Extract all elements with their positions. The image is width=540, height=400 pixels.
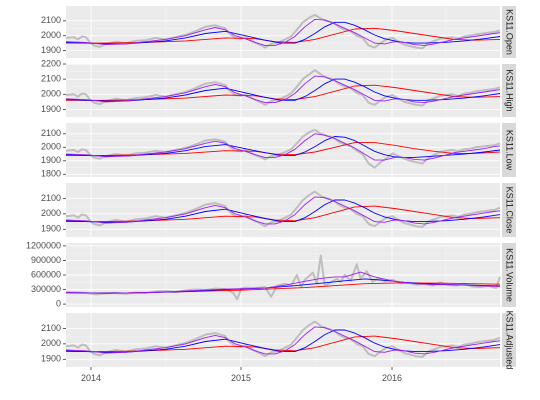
- facet-panel: 0 300000 600000 900000 1200000 KS11.Volume: [26, 240, 516, 308]
- ma-short-line: [65, 326, 501, 355]
- ma-mid-line: [65, 199, 501, 223]
- price-line: [65, 128, 501, 169]
- y-tick-label: 2000: [41, 208, 61, 218]
- panel-background: [66, 64, 500, 117]
- y-tick-label: 300000: [31, 284, 61, 294]
- ma-mid-line: [65, 136, 501, 158]
- y-tick-label: 1800: [41, 169, 61, 179]
- y-tick-label: 1900: [41, 104, 61, 114]
- facet-strip-label: KS11.Open: [505, 9, 515, 55]
- y-tick-label: 2000: [41, 89, 61, 99]
- y-tick-label: 1900: [41, 155, 61, 165]
- ma-short-line: [65, 75, 501, 104]
- ma-long-line: [66, 27, 501, 44]
- facet-strip: [502, 6, 516, 58]
- y-tick-label: 1200000: [26, 240, 61, 250]
- y-tick-label: 2200: [41, 58, 61, 68]
- ma-long-line: [66, 142, 501, 156]
- facet-panel: 1900 2000 2100 KS11.Open: [41, 6, 516, 58]
- panel-background: [66, 183, 500, 237]
- y-tick-label: 1900: [41, 354, 61, 364]
- price-line: [65, 190, 501, 228]
- y-tick-label: 2100: [41, 128, 61, 138]
- y-tick-label: 600000: [31, 269, 61, 279]
- ma-mid-line: [65, 329, 501, 353]
- facet-strip-label: KS11.High: [505, 69, 515, 111]
- y-tick-label: 2100: [41, 74, 61, 84]
- y-tick-label: 900000: [31, 255, 61, 265]
- facet-strip: [502, 243, 516, 307]
- ma-long-line: [66, 335, 501, 353]
- ma-short-line: [65, 271, 501, 294]
- facet-strip: [502, 183, 516, 237]
- price-line: [65, 320, 501, 358]
- facet-strip-label: KS11.Adjusted: [505, 311, 515, 370]
- y-tick-label: 1900: [41, 45, 61, 55]
- panel-background: [66, 313, 500, 367]
- x-tick-label: 2014: [81, 373, 101, 383]
- y-tick-label: 1900: [41, 224, 61, 234]
- x-tick-label: 2016: [382, 373, 402, 383]
- facet-strip-label: KS11.Close: [505, 187, 515, 234]
- ma-short-line: [65, 18, 501, 46]
- y-tick-label: 2100: [41, 193, 61, 203]
- x-tick-label: 2015: [231, 373, 251, 383]
- ma-short-line: [65, 196, 501, 225]
- ma-mid-line: [65, 78, 501, 102]
- panel-background: [66, 123, 500, 177]
- facet-strip-label: KS11.Low: [505, 130, 515, 171]
- y-tick-label: 0: [56, 298, 61, 308]
- ma-short-line: [65, 133, 501, 161]
- facet-strip: [502, 64, 516, 117]
- price-line: [65, 13, 501, 50]
- ma-long-line: [66, 84, 501, 101]
- facet-panel: 1900 2000 2100 KS11.Adjusted: [41, 311, 516, 370]
- facet-panel: 1800 1900 2000 2100 KS11.Low: [41, 123, 516, 179]
- facet-panel: 1900 2000 2100 2200 KS11.High: [41, 58, 516, 117]
- y-tick-label: 2000: [41, 338, 61, 348]
- facet-strip: [502, 123, 516, 177]
- y-tick-label: 2100: [41, 323, 61, 333]
- y-tick-label: 2000: [41, 30, 61, 40]
- price-line: [65, 69, 501, 107]
- ma-long-line: [66, 205, 501, 223]
- ma-mid-line: [65, 21, 501, 45]
- facet-panel: 1900 2000 2100 KS11.Close: [41, 183, 516, 237]
- panel-background: [66, 6, 500, 58]
- facet-strip-label: KS11.Volume: [505, 248, 515, 302]
- y-tick-label: 2000: [41, 142, 61, 152]
- facet-strip: [502, 313, 516, 367]
- y-tick-label: 2100: [41, 15, 61, 25]
